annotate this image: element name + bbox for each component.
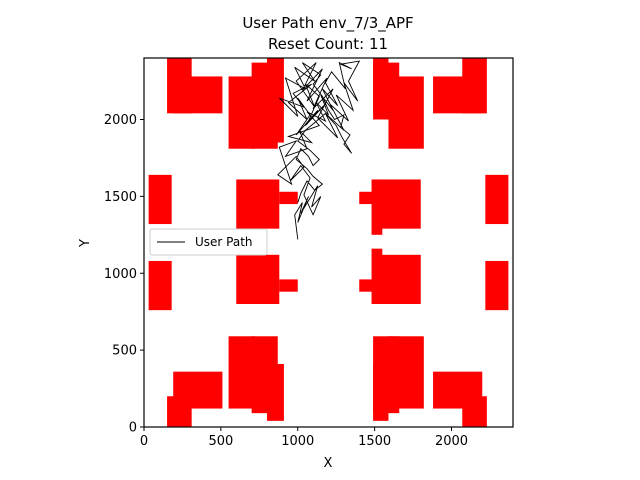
x-axis-label: X (324, 456, 333, 471)
obstacle-rect (371, 248, 383, 304)
legend: User Path (149, 228, 268, 256)
obstacle-rect (228, 76, 255, 149)
obstacle-rect (173, 371, 223, 409)
obstacle-rect (388, 336, 424, 409)
obstacle-rect (485, 174, 509, 225)
y-tick-label: 1000 (104, 267, 137, 282)
y-axis: 0 500 1000 1500 2000 (104, 113, 144, 436)
obstacle-rect (267, 363, 284, 421)
y-tick-label: 500 (112, 344, 137, 359)
obstacle-rect (267, 58, 284, 143)
y-tick-label: 1500 (104, 190, 137, 205)
chart-subtitle: Reset Count: 11 (268, 35, 388, 53)
y-tick-label: 0 (129, 421, 137, 436)
obstacle-rect (388, 76, 424, 149)
y-tick-label: 2000 (104, 113, 137, 128)
obstacle-rect (279, 191, 298, 205)
y-axis-label: Y (78, 239, 93, 248)
obstacle-rect (485, 260, 509, 311)
obstacle-layer (148, 58, 509, 427)
plot-frame (143, 57, 514, 428)
obstacle-rect (462, 396, 487, 427)
obstacle-rect (377, 179, 421, 229)
x-tick-label: 1500 (358, 434, 391, 449)
x-tick-label: 2000 (435, 434, 468, 449)
obstacle-rect (228, 336, 255, 409)
obstacle-rect (148, 260, 172, 311)
legend-box (149, 228, 268, 256)
obstacle-rect (462, 58, 487, 114)
obstacle-rect (173, 76, 223, 114)
obstacle-rect (371, 179, 383, 235)
obstacle-rect (377, 254, 421, 304)
obstacle-rect (236, 254, 280, 304)
legend-label-user-path: User Path (195, 235, 253, 249)
x-tick-label: 500 (208, 434, 233, 449)
obstacle-rect (279, 279, 298, 292)
user-path-line (277, 60, 361, 240)
x-tick-label: 1000 (281, 434, 314, 449)
user-path-layer (277, 60, 361, 240)
x-axis: 0 500 1000 1500 2000 (140, 427, 468, 449)
chart-title: User Path env_7/3_APF (242, 14, 413, 33)
obstacle-rect (236, 179, 280, 229)
x-tick-label: 0 (140, 434, 148, 449)
obstacle-rect (148, 174, 172, 225)
